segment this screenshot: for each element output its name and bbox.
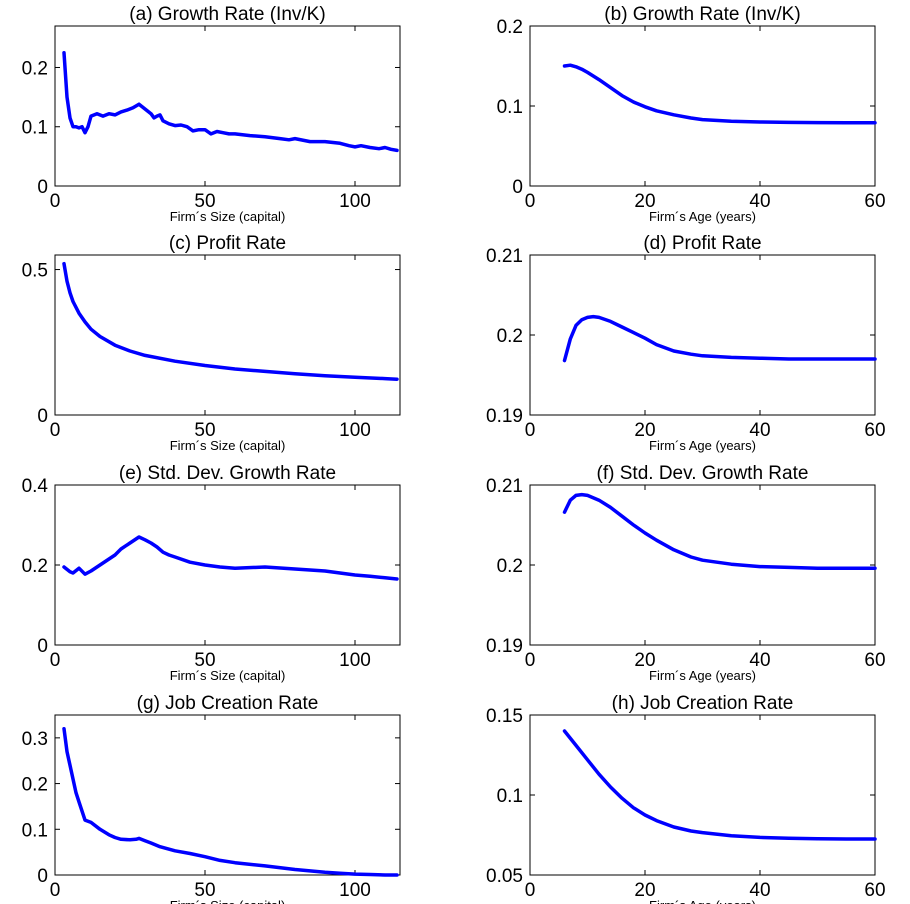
x-tick-label: 0 bbox=[525, 650, 536, 671]
series-line-1 bbox=[62, 261, 399, 381]
x-tick-label: 100 bbox=[339, 880, 371, 901]
series-line-1 bbox=[62, 726, 399, 877]
y-tick-label: 0.1 bbox=[497, 786, 523, 807]
x-tick-label: 100 bbox=[339, 420, 371, 441]
x-tick-label: 20 bbox=[634, 191, 655, 212]
chart-panel-3: (c) Profit Rate 0 50 100 0 0.5 Firm´s Size (ca… bbox=[22, 233, 401, 453]
x-tick-label: 20 bbox=[634, 880, 655, 901]
chart-panel-7: (g) Job Creation Rate 0 50 100 0 0.1 0.2 0.3 Fir… bbox=[22, 693, 401, 904]
y-tick-label: 0 bbox=[37, 177, 48, 198]
x-tick-label: 0 bbox=[525, 880, 536, 901]
y-tick-label: 0.4 bbox=[22, 476, 49, 497]
axes-box bbox=[529, 484, 876, 646]
chart-panel-8: (h) Job Creation Rate 0 20 40 60 0.05 0.1 0.15 F… bbox=[486, 693, 886, 904]
chart-title: (b) Growth Rate (Inv/K) bbox=[604, 4, 800, 25]
y-tick-label: 0.2 bbox=[22, 556, 48, 577]
x-axis-label: Firm´s Size (capital) bbox=[170, 668, 286, 683]
x-tick-label: 40 bbox=[749, 191, 770, 212]
x-tick-label: 60 bbox=[864, 420, 885, 441]
x-tick-label: 50 bbox=[194, 191, 215, 212]
x-tick-label: 0 bbox=[50, 650, 61, 671]
axes-box bbox=[529, 25, 876, 187]
x-tick-label: 40 bbox=[749, 880, 770, 901]
x-tick-label: 40 bbox=[749, 650, 770, 671]
chart-panel-1: (a) Growth Rate (Inv/K) 0 50 100 0 0.1 0.2 Firm… bbox=[22, 4, 401, 224]
series-line-1 bbox=[562, 492, 877, 570]
x-tick-label: 0 bbox=[50, 880, 61, 901]
x-tick-label: 0 bbox=[50, 191, 61, 212]
y-tick-label: 0.19 bbox=[486, 636, 523, 657]
x-tick-label: 100 bbox=[339, 191, 371, 212]
x-tick-label: 0 bbox=[50, 420, 61, 441]
x-tick-label: 0 bbox=[525, 191, 536, 212]
x-tick-label: 60 bbox=[864, 880, 885, 901]
y-tick-label: 0.21 bbox=[486, 476, 523, 497]
x-tick-label: 100 bbox=[339, 650, 371, 671]
x-tick-label: 50 bbox=[194, 880, 215, 901]
chart-title: (f) Std. Dev. Growth Rate bbox=[597, 463, 809, 484]
x-tick-label: 60 bbox=[864, 191, 885, 212]
x-axis-label: Firm´s Age (years) bbox=[649, 209, 756, 224]
y-tick-label: 0 bbox=[37, 866, 48, 887]
y-tick-label: 0.2 bbox=[497, 326, 523, 347]
y-tick-label: 0.1 bbox=[22, 820, 48, 841]
series-line-1 bbox=[562, 314, 877, 363]
y-tick-label: 0.2 bbox=[22, 775, 48, 796]
chart-panel-6: (f) Std. Dev. Growth Rate 0 20 40 60 0.19 0.2 0… bbox=[486, 463, 886, 683]
x-tick-label: 50 bbox=[194, 420, 215, 441]
chart-panel-5: (e) Std. Dev. Growth Rate 0 50 100 0 0.2 0.4 Fi… bbox=[22, 463, 401, 683]
y-tick-label: 0.1 bbox=[497, 97, 523, 118]
axes-box bbox=[54, 254, 401, 416]
series-line-1 bbox=[62, 50, 399, 153]
series-line-1 bbox=[562, 63, 877, 125]
series-line-1 bbox=[62, 535, 399, 581]
axes-box bbox=[529, 714, 876, 876]
x-axis-label: Firm´s Age (years) bbox=[649, 898, 756, 904]
x-tick-label: 20 bbox=[634, 650, 655, 671]
axes-box bbox=[54, 484, 401, 646]
y-tick-label: 0.3 bbox=[22, 729, 48, 750]
y-tick-label: 0.21 bbox=[486, 246, 523, 267]
chart-title: (c) Profit Rate bbox=[169, 233, 286, 254]
y-tick-label: 0.2 bbox=[497, 556, 523, 577]
series-line-1 bbox=[562, 729, 877, 841]
y-tick-label: 0.05 bbox=[486, 866, 523, 887]
y-tick-label: 0.2 bbox=[22, 58, 48, 79]
x-axis-label: Firm´s Size (capital) bbox=[170, 898, 286, 904]
axes-box bbox=[54, 714, 401, 876]
y-tick-label: 0 bbox=[512, 177, 523, 198]
chart-title: (a) Growth Rate (Inv/K) bbox=[129, 4, 325, 25]
y-tick-label: 0.19 bbox=[486, 406, 523, 427]
x-tick-label: 20 bbox=[634, 420, 655, 441]
y-tick-label: 0 bbox=[37, 406, 48, 427]
x-tick-label: 0 bbox=[525, 420, 536, 441]
x-tick-label: 60 bbox=[864, 650, 885, 671]
y-tick-label: 0.15 bbox=[486, 706, 523, 727]
chart-panel-4: (d) Profit Rate 0 20 40 60 0.19 0.2 0.21 Firm´s … bbox=[486, 233, 886, 453]
chart-title: (h) Job Creation Rate bbox=[612, 693, 794, 714]
chart-title: (g) Job Creation Rate bbox=[137, 693, 319, 714]
x-axis-label: Firm´s Age (years) bbox=[649, 438, 756, 453]
y-tick-label: 0.2 bbox=[497, 17, 523, 38]
axes-box bbox=[54, 25, 401, 187]
x-axis-label: Firm´s Size (capital) bbox=[170, 209, 286, 224]
axes-box bbox=[529, 254, 876, 416]
y-tick-label: 0.5 bbox=[22, 261, 48, 282]
x-axis-label: Firm´s Age (years) bbox=[649, 668, 756, 683]
x-axis-label: Firm´s Size (capital) bbox=[170, 438, 286, 453]
x-tick-label: 50 bbox=[194, 650, 215, 671]
x-tick-label: 40 bbox=[749, 420, 770, 441]
chart-title: (e) Std. Dev. Growth Rate bbox=[119, 463, 336, 484]
chart-panel-2: (b) Growth Rate (Inv/K) 0 20 40 60 0 0.1 0.2 Fir… bbox=[497, 4, 886, 224]
y-tick-label: 0 bbox=[37, 636, 48, 657]
y-tick-label: 0.1 bbox=[22, 118, 48, 139]
chart-title: (d) Profit Rate bbox=[643, 233, 761, 254]
